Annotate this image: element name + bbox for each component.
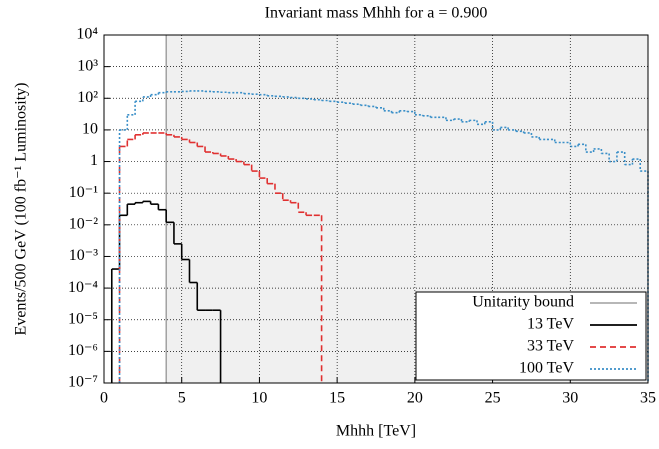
x-tick-label: 30 bbox=[562, 390, 578, 407]
legend-label: Unitarity bound bbox=[472, 294, 574, 311]
y-tick-label: 10² bbox=[77, 89, 98, 106]
x-tick-label: 15 bbox=[329, 390, 345, 407]
x-axis-label: Mhhh [TeV] bbox=[336, 423, 416, 440]
y-tick-label: 1 bbox=[90, 152, 98, 169]
legend-label: 33 TeV bbox=[527, 338, 574, 355]
y-tick-label: 10³ bbox=[77, 57, 98, 74]
x-tick-label: 35 bbox=[640, 390, 656, 407]
y-tick-label: 10⁻⁴ bbox=[68, 279, 98, 296]
legend-label: 13 TeV bbox=[527, 316, 574, 333]
y-axis-label: Events/500 GeV (100 fb⁻¹ Luminosity) bbox=[13, 83, 30, 336]
x-tick-label: 20 bbox=[407, 390, 423, 407]
legend-box bbox=[415, 291, 647, 381]
legend-label: 100 TeV bbox=[519, 360, 574, 377]
y-tick-label: 10⁻⁶ bbox=[68, 342, 98, 359]
y-tick-label: 10⁻¹ bbox=[69, 184, 98, 201]
y-tick-label: 10⁴ bbox=[76, 26, 98, 43]
x-tick-label: 10 bbox=[251, 390, 267, 407]
y-tick-label: 10⁻³ bbox=[69, 247, 98, 264]
x-tick-label: 5 bbox=[178, 390, 186, 407]
y-tick-label: 10⁻⁷ bbox=[68, 374, 98, 391]
y-tick-label: 10⁻² bbox=[69, 215, 98, 232]
x-tick-label: 0 bbox=[100, 390, 108, 407]
plot-frame bbox=[103, 34, 649, 384]
y-tick-label: 10⁻⁵ bbox=[68, 310, 98, 327]
x-tick-label: 25 bbox=[485, 390, 501, 407]
y-tick-label: 10 bbox=[82, 121, 98, 138]
chart-title: Invariant mass Mhhh for a = 0.900 bbox=[265, 5, 488, 22]
